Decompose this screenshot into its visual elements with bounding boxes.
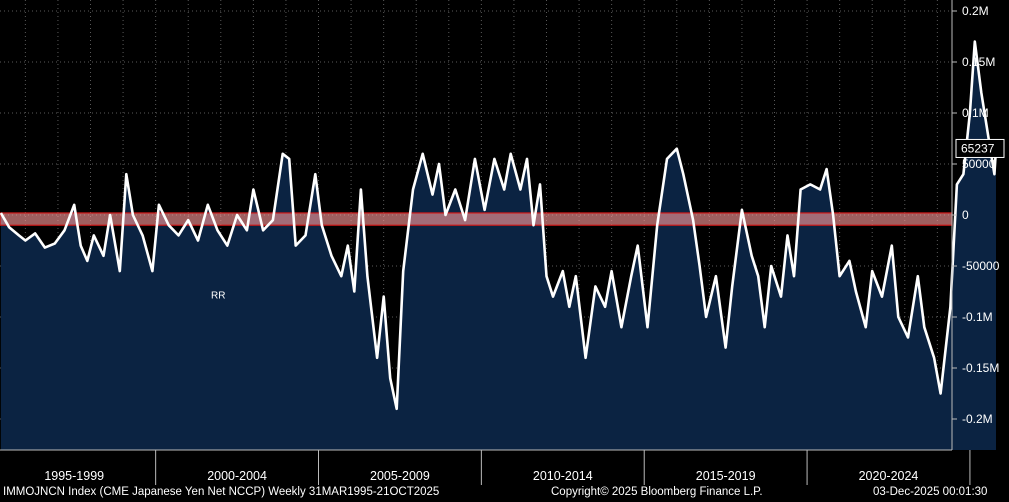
x-tick-label: 2015-2019: [696, 469, 756, 483]
zero-highlight-band: [0, 212, 953, 226]
copyright-text: Copyright© 2025 Bloomberg Finance L.P.: [551, 486, 763, 498]
y-tick-label: -0.1M: [962, 310, 993, 324]
y-tick-label: 0: [962, 208, 969, 222]
y-axis: 0.2M 0.15M 0.1M 50000 0 -50000 -0.1M -0.15M -0.2…: [952, 4, 1000, 426]
y-tick-label: -50000: [962, 259, 1000, 273]
x-tick-label: 2010-2014: [533, 469, 593, 483]
x-tick-label: 1995-1999: [44, 469, 104, 483]
y-tick-label: 50000: [962, 157, 996, 171]
last-value-box: [955, 138, 1005, 158]
y-tick-label: 0.15M: [962, 55, 995, 69]
x-tick-label: 2020-2024: [859, 469, 919, 483]
x-tick-label: 2000-2004: [207, 469, 267, 483]
y-tick-label: 0.2M: [962, 4, 989, 18]
y-tick-label: -0.15M: [962, 361, 999, 375]
net-position-line: [0, 40, 998, 411]
net-position-area: [0, 41, 996, 450]
x-tick-label: 2005-2009: [370, 469, 430, 483]
net-nccp-chart: 0.2M 0.15M 0.1M 50000 0 -50000 -0.1M -0.15M -0.2…: [0, 0, 1005, 485]
last-value-label: 65237: [961, 141, 995, 155]
x-axis: 1995-1999 2000-2004 2005-2009 2010-2014 2015…: [0, 449, 971, 485]
chart-footer: IMMOJNCN Index (CME Japanese Yen Net NCC…: [0, 485, 1009, 502]
timestamp: 03-Dec-2025 00:01:30: [873, 486, 988, 498]
index-description: IMMOJNCN Index (CME Japanese Yen Net NCC…: [3, 486, 440, 498]
y-tick-label: -0.2M: [962, 412, 993, 426]
y-tick-label: 0.1M: [962, 106, 989, 120]
chart-annotation: RR: [211, 291, 225, 302]
last-value-marker: 65237: [955, 138, 1005, 158]
